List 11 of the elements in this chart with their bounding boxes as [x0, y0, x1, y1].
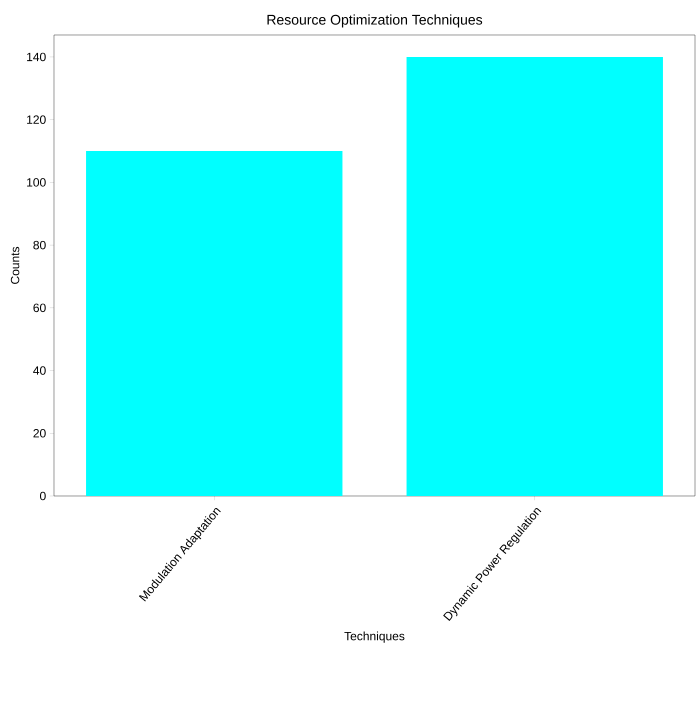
y-tick-label: 60 [33, 304, 46, 312]
y-axis-title: Counts [10, 246, 20, 284]
x-axis-title: Techniques [344, 632, 404, 643]
y-tick-label: 120 [27, 115, 46, 124]
y-tick-label: 20 [33, 429, 46, 438]
y-tick-label: 80 [33, 240, 46, 250]
y-tick-label: 140 [27, 52, 46, 62]
chart-title: Resource Optimization Techniques [267, 14, 482, 28]
y-tick-label: 40 [33, 366, 46, 375]
y-tick-label: 100 [27, 178, 46, 187]
y-tick-label: 0 [40, 492, 46, 500]
